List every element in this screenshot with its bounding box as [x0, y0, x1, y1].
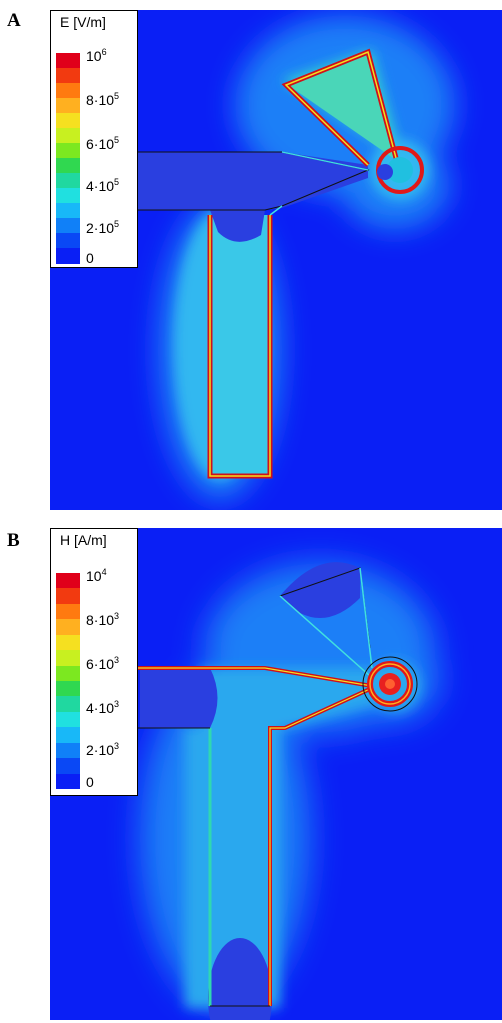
colorbar	[56, 53, 80, 264]
legend-tick: 2·103	[86, 741, 120, 758]
colorbar-segment	[56, 218, 80, 234]
colorbar	[56, 573, 80, 790]
legend-title: H [A/m]	[60, 532, 107, 548]
colorbar-segment	[56, 619, 80, 636]
legend-tick: 2·105	[86, 219, 120, 236]
colorbar-segment	[56, 53, 80, 69]
legend-title: E [V/m]	[60, 14, 106, 30]
colorbar-segment	[56, 128, 80, 144]
colorbar-legend: H [A/m] 104 8·103 6·103 4·103 2·103 0	[50, 528, 138, 796]
panel-label: B	[7, 530, 20, 551]
colorbar-segment	[56, 173, 80, 189]
legend-tick: 4·103	[86, 699, 120, 716]
legend-tick: 0	[86, 774, 94, 790]
electric-field-plot: E [V/m] 106 8·105 6·105 4·105 2·105 0	[50, 10, 502, 510]
colorbar-segment	[56, 248, 80, 264]
colorbar-segment	[56, 113, 80, 129]
magnetic-field-plot: H [A/m] 104 8·103 6·103 4·103 2·103 0	[50, 528, 502, 1020]
colorbar-segment	[56, 68, 80, 84]
colorbar-segment	[56, 143, 80, 159]
colorbar-segment	[56, 773, 80, 790]
legend-tick: 4·105	[86, 177, 120, 194]
legend-tick: 8·105	[86, 91, 120, 108]
colorbar-segment	[56, 711, 80, 728]
colorbar-segment	[56, 603, 80, 620]
panel-label: A	[7, 10, 21, 31]
colorbar-segment	[56, 742, 80, 759]
legend-tick: 0	[86, 250, 94, 266]
legend-tick: 6·105	[86, 135, 120, 152]
colorbar-segment	[56, 634, 80, 651]
colorbar-segment	[56, 233, 80, 249]
legend-tick: 104	[86, 567, 107, 584]
colorbar-segment	[56, 83, 80, 99]
colorbar-segment	[56, 203, 80, 219]
colorbar-legend: E [V/m] 106 8·105 6·105 4·105 2·105 0	[50, 10, 138, 268]
colorbar-segment	[56, 98, 80, 114]
colorbar-segment	[56, 158, 80, 174]
colorbar-segment	[56, 588, 80, 605]
colorbar-segment	[56, 758, 80, 775]
colorbar-segment	[56, 681, 80, 697]
colorbar-segment	[56, 727, 80, 744]
colorbar-segment	[56, 665, 80, 682]
legend-tick: 106	[86, 47, 107, 64]
legend-tick: 6·103	[86, 655, 120, 672]
legend-tick: 8·103	[86, 611, 120, 628]
panel-a: A	[7, 10, 502, 510]
colorbar-segment	[56, 696, 80, 713]
colorbar-segment	[56, 650, 80, 667]
colorbar-segment	[56, 188, 80, 204]
colorbar-segment	[56, 573, 80, 589]
panel-b: B	[0, 520, 502, 1020]
field-map	[138, 15, 455, 500]
field-map	[138, 562, 440, 1020]
